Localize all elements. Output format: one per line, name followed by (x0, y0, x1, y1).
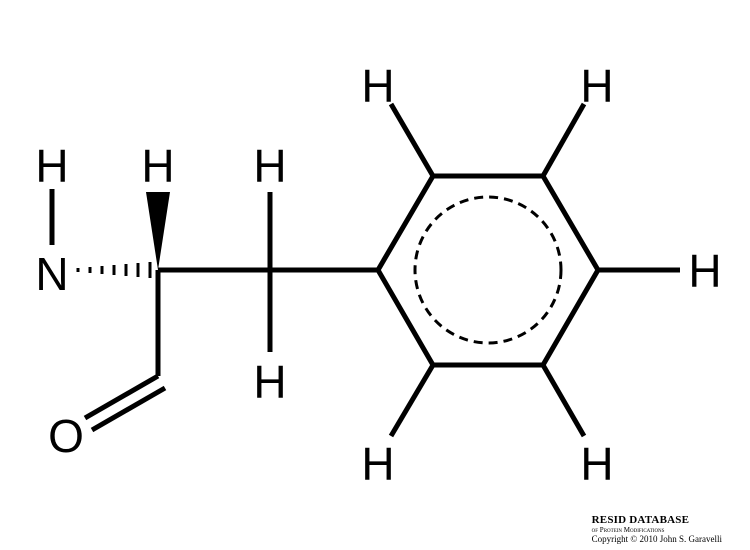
atom-h-ring-right: H (688, 245, 721, 297)
atom-h-amine: H (35, 140, 68, 192)
bond-ring-h-bottom-left (388, 363, 436, 438)
bond-carbonyl-o-2 (90, 385, 167, 433)
aromatic-circle (413, 195, 563, 345)
credit-copyright: Copyright © 2010 John S. Garavelli (591, 534, 722, 544)
atom-o: O (48, 410, 84, 462)
atom-h-ring-bottom-left: H (361, 438, 394, 490)
atom-n: N (35, 248, 68, 300)
bond-ring-h-top-right (540, 102, 587, 178)
atom-h-beta-top: H (253, 140, 286, 192)
atom-h-beta-bottom: H (253, 356, 286, 408)
atom-h-ring-top-left: H (361, 60, 394, 112)
wedge-bond-calpha-h (146, 192, 170, 270)
hashed-bond-n-calpha (76, 262, 152, 278)
atom-h-ring-top-right: H (580, 60, 613, 112)
credit-subtitle: of Protein Modifications (591, 526, 665, 534)
bond-ring-h-bottom-right (540, 363, 587, 438)
benzene-ring (375, 173, 601, 368)
atom-h-alpha: H (141, 140, 174, 192)
bond-carbonyl-o-1 (83, 373, 160, 421)
credit-block: RESID DATABASE of Protein Modifications … (592, 514, 722, 544)
bond-ring-h-top-left (388, 102, 436, 178)
credit-database: RESID DATABASE (591, 514, 690, 526)
atom-h-ring-bottom-right: H (580, 438, 613, 490)
